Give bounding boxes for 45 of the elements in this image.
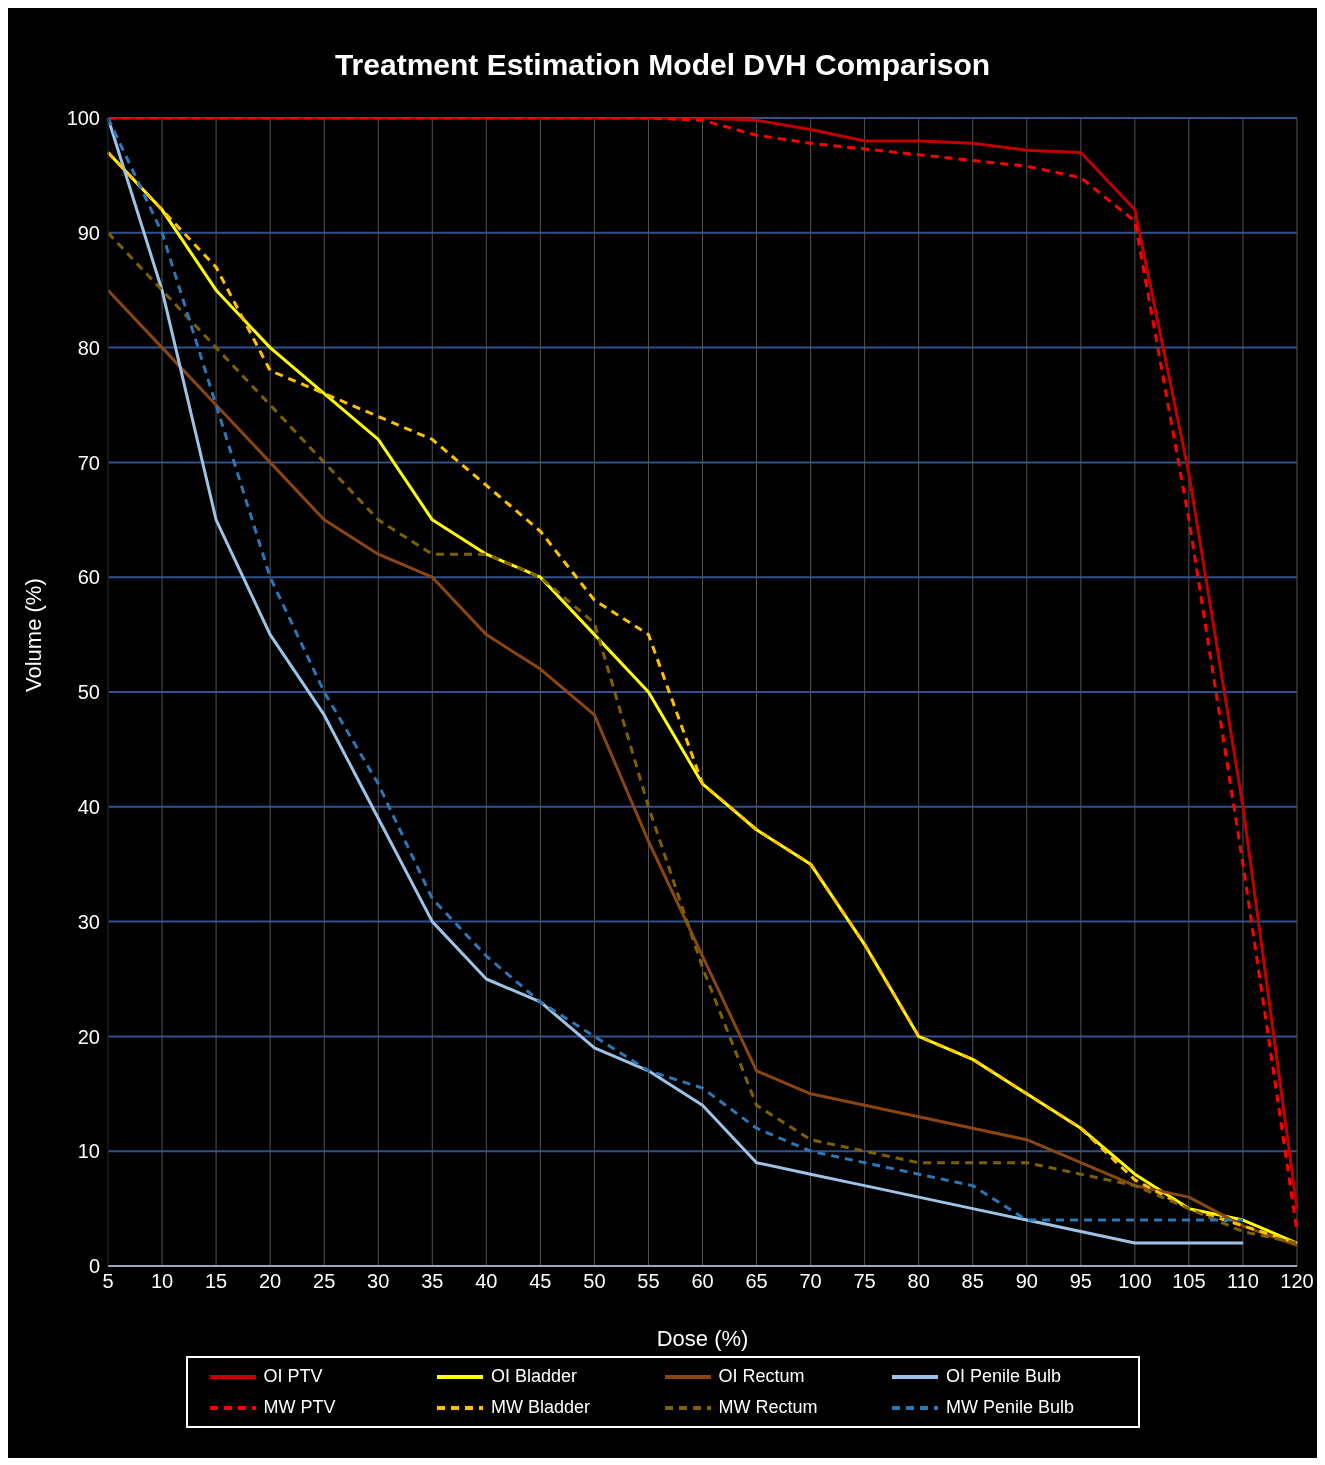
y-tick-label: 100 — [66, 107, 100, 130]
x-tick-label: 85 — [961, 1270, 984, 1293]
x-tick-label: 95 — [1069, 1270, 1092, 1293]
x-tick-label: 60 — [691, 1270, 714, 1293]
x-tick-label: 15 — [204, 1270, 228, 1293]
y-axis-title: Volume (%) — [20, 578, 46, 692]
y-tick-label: 60 — [77, 566, 100, 589]
legend-label: OI Rectum — [718, 1366, 805, 1387]
legend-label: MW Penile Bulb — [946, 1397, 1075, 1418]
legend-label: OI PTV — [263, 1366, 323, 1387]
y-tick-label: 40 — [77, 795, 100, 818]
x-tick-label: 30 — [367, 1270, 390, 1293]
legend-label: MW Rectum — [718, 1397, 818, 1418]
y-tick-label: 80 — [77, 336, 100, 359]
legend-label: MW Bladder — [491, 1397, 591, 1418]
x-tick-label: 10 — [150, 1270, 174, 1293]
y-tick-label: 0 — [88, 1255, 100, 1278]
x-axis-title: Dose (%) — [656, 1326, 749, 1351]
x-tick-label: 70 — [799, 1270, 822, 1293]
y-tick-label: 10 — [77, 1140, 100, 1163]
x-tick-label: 75 — [853, 1270, 876, 1293]
x-tick-label: 80 — [907, 1270, 930, 1293]
legend-label: MW PTV — [263, 1397, 336, 1418]
x-tick-label: 25 — [313, 1270, 336, 1293]
x-tick-label: 5 — [102, 1270, 114, 1293]
x-tick-label: 35 — [421, 1270, 444, 1293]
legend-label: OI Bladder — [491, 1366, 578, 1387]
chart-title: Treatment Estimation Model DVH Comparison — [333, 47, 992, 83]
x-tick-label: 105 — [1172, 1270, 1206, 1293]
x-tick-label: 40 — [475, 1270, 498, 1293]
y-tick-label: 20 — [77, 1025, 100, 1048]
x-tick-label: 100 — [1118, 1270, 1152, 1293]
x-tick-label: 20 — [259, 1270, 282, 1293]
legend-label: OI Penile Bulb — [946, 1366, 1062, 1387]
y-tick-label: 90 — [77, 221, 100, 244]
x-tick-label: 65 — [745, 1270, 768, 1293]
x-tick-label: 45 — [529, 1270, 552, 1293]
x-tick-label: 50 — [583, 1270, 606, 1293]
x-tick-label: 110 — [1227, 1270, 1259, 1293]
y-tick-label: 70 — [77, 451, 100, 474]
x-tick-label: 90 — [1015, 1270, 1038, 1293]
x-tick-label: 120 — [1280, 1270, 1314, 1293]
y-tick-label: 50 — [77, 681, 100, 704]
x-tick-label: 55 — [637, 1270, 660, 1293]
y-tick-label: 30 — [77, 910, 100, 933]
